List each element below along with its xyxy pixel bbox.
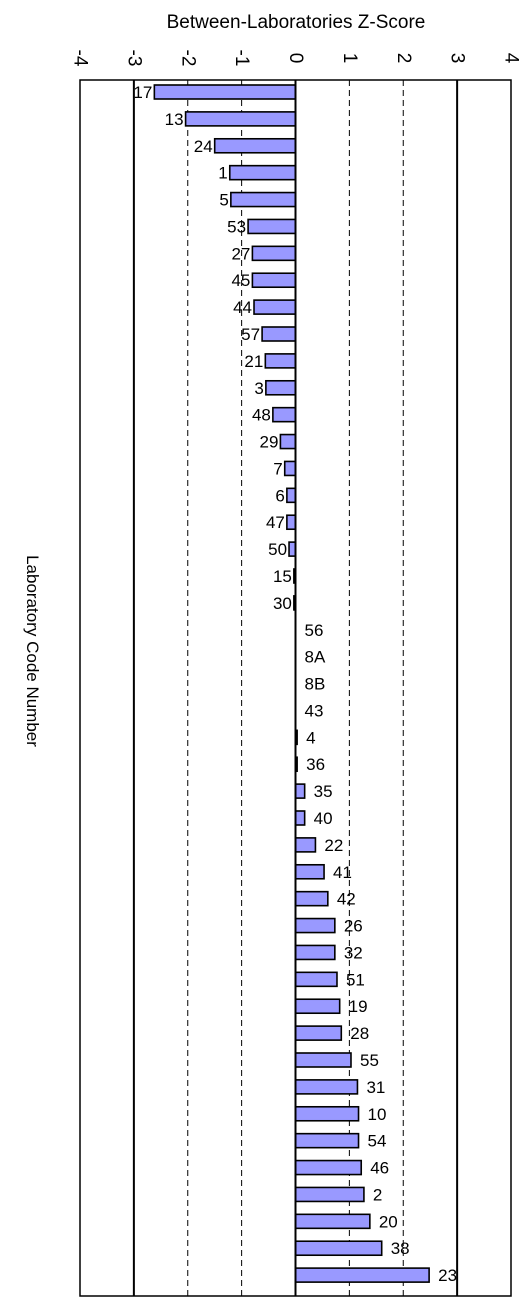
bar	[283, 460, 297, 477]
category-label: 50	[268, 540, 287, 559]
category-label: 44	[233, 298, 252, 317]
bar	[228, 164, 297, 181]
bar	[230, 191, 297, 208]
bar	[294, 837, 317, 853]
category-label: 20	[379, 1212, 398, 1231]
category-label: 46	[370, 1159, 389, 1178]
category-label: 32	[344, 943, 363, 962]
bar	[294, 1052, 352, 1068]
category-label: 31	[366, 1078, 385, 1097]
category-label: 47	[266, 513, 285, 532]
category-label: 28	[350, 1024, 369, 1043]
bar	[213, 137, 297, 154]
x-tick-label: -1	[231, 50, 252, 67]
category-label: 7	[273, 459, 282, 478]
category-label: 48	[252, 406, 271, 425]
bar	[294, 1267, 430, 1283]
category-label: 19	[349, 997, 368, 1016]
bar	[253, 299, 297, 315]
category-label: 30	[273, 594, 292, 613]
category-label: 6	[275, 486, 284, 505]
x-tick-label: -4	[70, 50, 91, 67]
bar	[294, 1105, 360, 1122]
category-label: 8B	[305, 675, 326, 694]
bar	[153, 84, 297, 100]
category-label: 1	[218, 164, 227, 183]
category-label: 51	[346, 970, 365, 989]
category-label: 4	[306, 728, 315, 747]
category-label: 43	[305, 701, 324, 720]
category-label: 42	[337, 890, 356, 909]
bar	[294, 1025, 343, 1041]
bar	[247, 218, 297, 235]
bar	[261, 326, 297, 342]
category-label: 2	[373, 1185, 382, 1204]
plot-area: -4 -3 -2 -1 0 1 2 3 4171324155327454457213482976…	[70, 50, 522, 1297]
bar	[265, 379, 297, 396]
category-label: 35	[314, 782, 333, 801]
category-label: 23	[438, 1266, 457, 1285]
bar	[294, 783, 306, 799]
category-label: 15	[273, 567, 292, 586]
x-axis-title: Between-Laboratories Z-Score	[167, 12, 426, 33]
bar	[294, 863, 325, 880]
bar	[294, 1132, 360, 1149]
y-axis-title: Laboratory Code Number	[23, 555, 42, 747]
category-label: 40	[314, 809, 333, 828]
x-tick-label: -2	[177, 50, 198, 67]
category-label: 38	[391, 1239, 410, 1258]
bar	[294, 810, 306, 826]
category-label: 17	[133, 83, 152, 102]
category-label: 8A	[305, 648, 326, 667]
bar	[251, 245, 297, 262]
category-label: 13	[165, 110, 184, 129]
bar	[251, 272, 297, 289]
bar	[294, 1079, 359, 1095]
bar	[184, 111, 297, 127]
category-label: 45	[231, 271, 250, 290]
x-tick-label: 3	[447, 53, 468, 64]
bar	[294, 1159, 363, 1176]
bar	[294, 1186, 365, 1203]
category-label: 10	[368, 1105, 387, 1124]
bar	[294, 890, 329, 907]
bar	[286, 514, 297, 531]
x-tick-label: 1	[339, 53, 360, 64]
bar	[294, 917, 336, 934]
bar	[294, 1240, 383, 1257]
bar	[294, 998, 341, 1015]
category-label: 26	[344, 917, 363, 936]
bar	[279, 433, 297, 450]
x-tick-label: 4	[501, 53, 522, 64]
x-tick-label: 2	[393, 53, 414, 64]
bar	[294, 944, 336, 961]
bar	[286, 487, 297, 504]
category-label: 54	[368, 1132, 387, 1151]
category-label: 29	[259, 433, 278, 452]
x-tick-label: 0	[285, 53, 306, 64]
bar	[264, 353, 297, 369]
category-label: 3	[254, 379, 263, 398]
category-label: 22	[324, 836, 343, 855]
category-label: 55	[360, 1051, 379, 1070]
category-label: 53	[227, 217, 246, 236]
category-label: 27	[231, 244, 250, 263]
category-label: 41	[333, 863, 352, 882]
category-label: 21	[244, 352, 263, 371]
category-label: 5	[219, 191, 228, 210]
category-label: 56	[305, 621, 324, 640]
category-label: 57	[241, 325, 260, 344]
category-label: 24	[194, 137, 213, 156]
bar	[294, 1213, 371, 1230]
x-tick-label: -3	[123, 50, 144, 67]
category-label: 36	[306, 755, 325, 774]
bar	[294, 971, 338, 988]
bar	[272, 406, 297, 423]
